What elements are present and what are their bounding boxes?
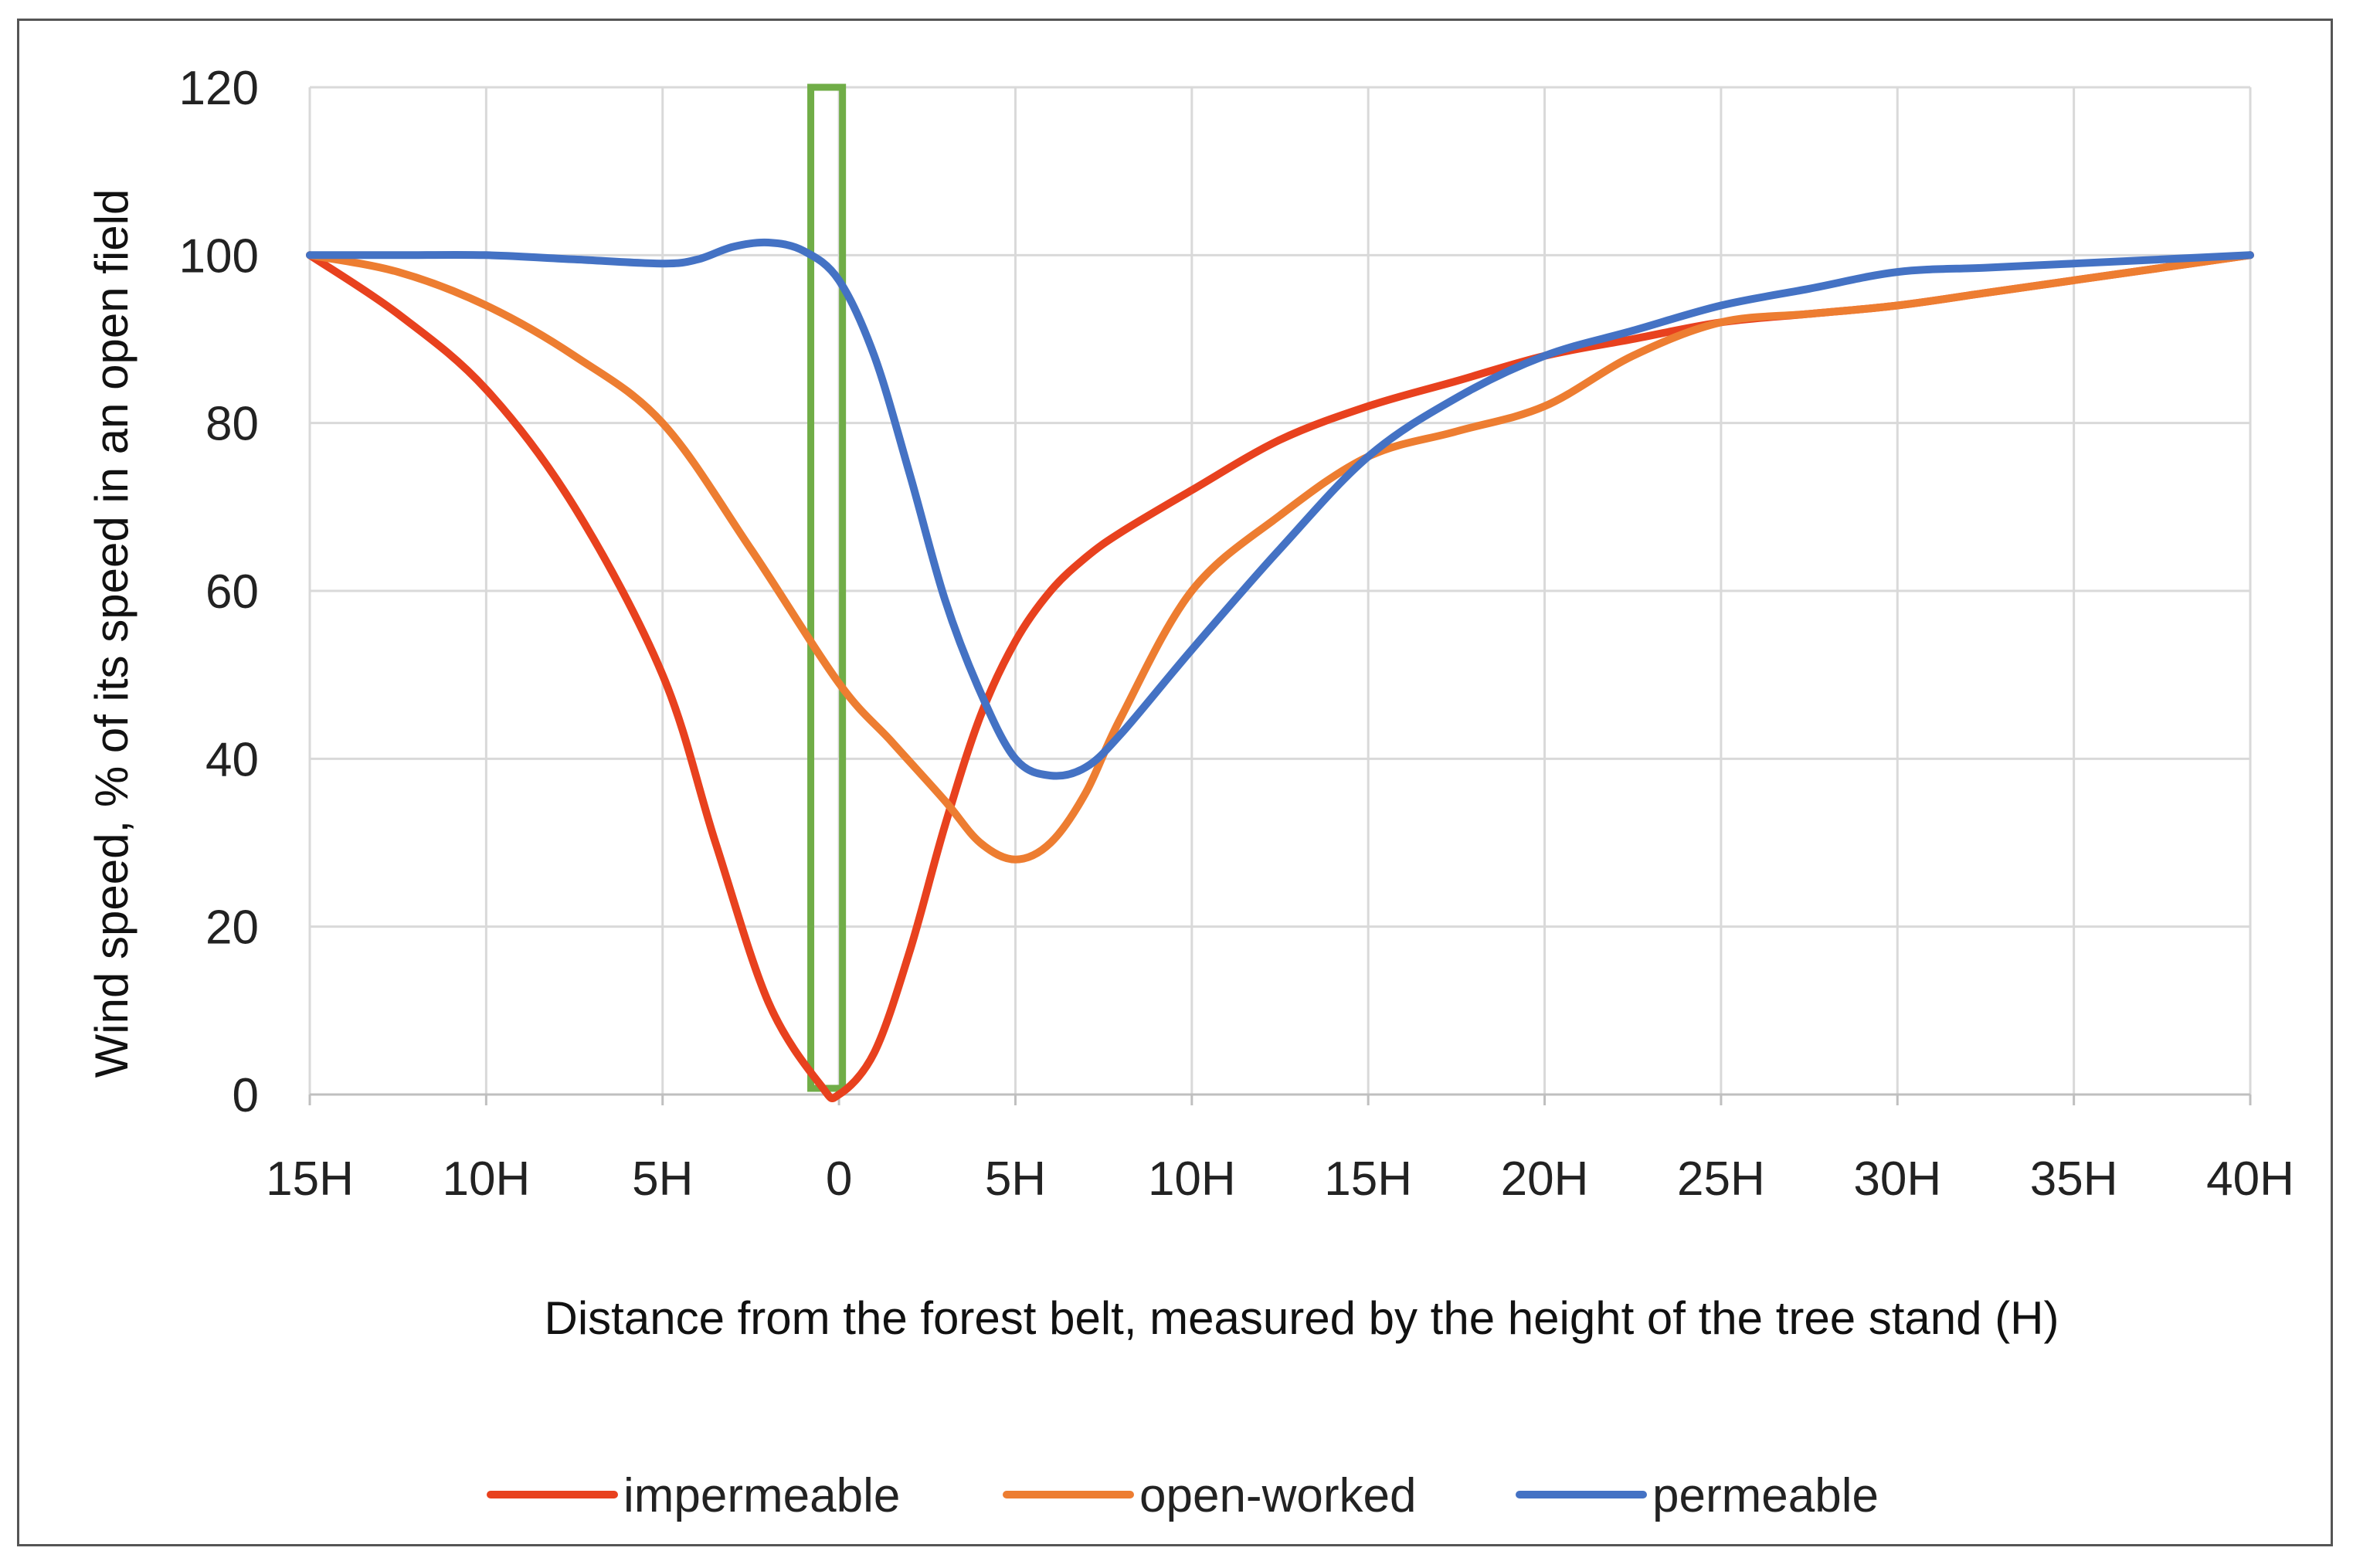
forest-belt-rect — [807, 83, 847, 1092]
y-tick-label-3: 60 — [205, 565, 259, 619]
x-tick-label-6: 15H — [1324, 1152, 1412, 1206]
forest-belt-layer — [807, 83, 847, 1092]
legend: impermeable open-worked permeable — [487, 1469, 1879, 1522]
series-line-impermeable — [306, 251, 2254, 1102]
chart-frame: 0 20 40 60 80 100 120 15H 10H 5H 0 5H 10H 15H 20H 25H 3… — [17, 19, 2333, 1546]
y-tick-label-2: 40 — [205, 733, 259, 786]
y-tick-label-1: 20 — [205, 901, 259, 955]
grid — [308, 86, 2252, 1105]
series-layer — [306, 238, 2254, 1102]
x-tick-label-4: 5H — [985, 1152, 1046, 1206]
series-line-open-worked — [306, 251, 2254, 864]
x-tick-label-0: 15H — [266, 1152, 354, 1206]
y-tick-label-5: 100 — [179, 229, 259, 283]
x-tick-label-1: 10H — [442, 1152, 530, 1206]
legend-label-permeable: permeable — [1652, 1469, 1879, 1522]
y-axis-label: Wind speed, % of its speed in an open fi… — [86, 189, 138, 1078]
y-tick-label-4: 80 — [205, 398, 259, 451]
y-tick-label-6: 120 — [179, 62, 259, 115]
x-tick-label-10: 35H — [2030, 1152, 2118, 1206]
x-tick-label-5: 10H — [1148, 1152, 1236, 1206]
x-tick-label-7: 20H — [1501, 1152, 1589, 1206]
x-tick-label-2: 5H — [632, 1152, 693, 1206]
y-tick-label-0: 0 — [233, 1069, 259, 1122]
x-tick-label-3: 0 — [826, 1152, 852, 1206]
x-tick-label-11: 40H — [2206, 1152, 2294, 1206]
legend-label-impermeable: impermeable — [623, 1469, 900, 1522]
legend-label-open-worked: open-worked — [1139, 1469, 1416, 1522]
x-axis-label: Distance from the forest belt, measured … — [545, 1292, 2059, 1344]
x-axis-ticks: 15H 10H 5H 0 5H 10H 15H 20H 25H 30H 35H 40H — [266, 1152, 2294, 1206]
line-chart: 0 20 40 60 80 100 120 15H 10H 5H 0 5H 10H 15H 20H 25H 3… — [86, 62, 2294, 1522]
series-line-permeable — [306, 238, 2254, 780]
x-tick-label-8: 25H — [1677, 1152, 1765, 1206]
y-axis-ticks: 0 20 40 60 80 100 120 — [179, 62, 259, 1122]
x-tick-label-9: 30H — [1853, 1152, 1941, 1206]
